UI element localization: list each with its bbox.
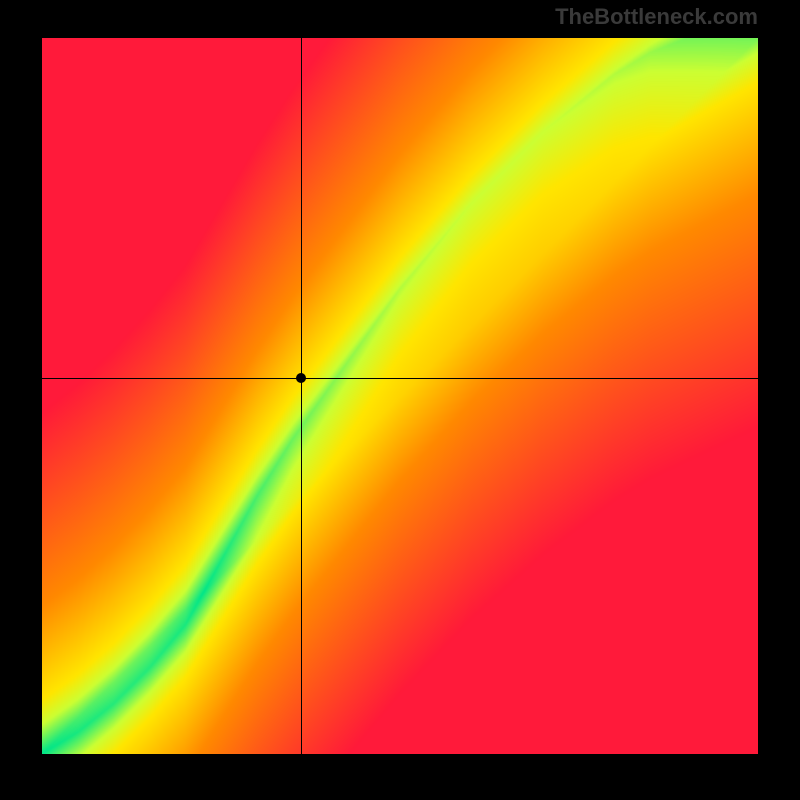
heatmap-canvas xyxy=(42,38,758,754)
attribution-text: TheBottleneck.com xyxy=(555,4,758,30)
crosshair-marker xyxy=(296,373,306,383)
crosshair-vertical xyxy=(301,38,302,754)
heatmap-chart xyxy=(42,38,758,754)
crosshair-horizontal xyxy=(42,378,758,379)
